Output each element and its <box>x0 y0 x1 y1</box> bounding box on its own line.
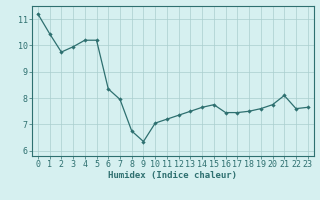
X-axis label: Humidex (Indice chaleur): Humidex (Indice chaleur) <box>108 171 237 180</box>
